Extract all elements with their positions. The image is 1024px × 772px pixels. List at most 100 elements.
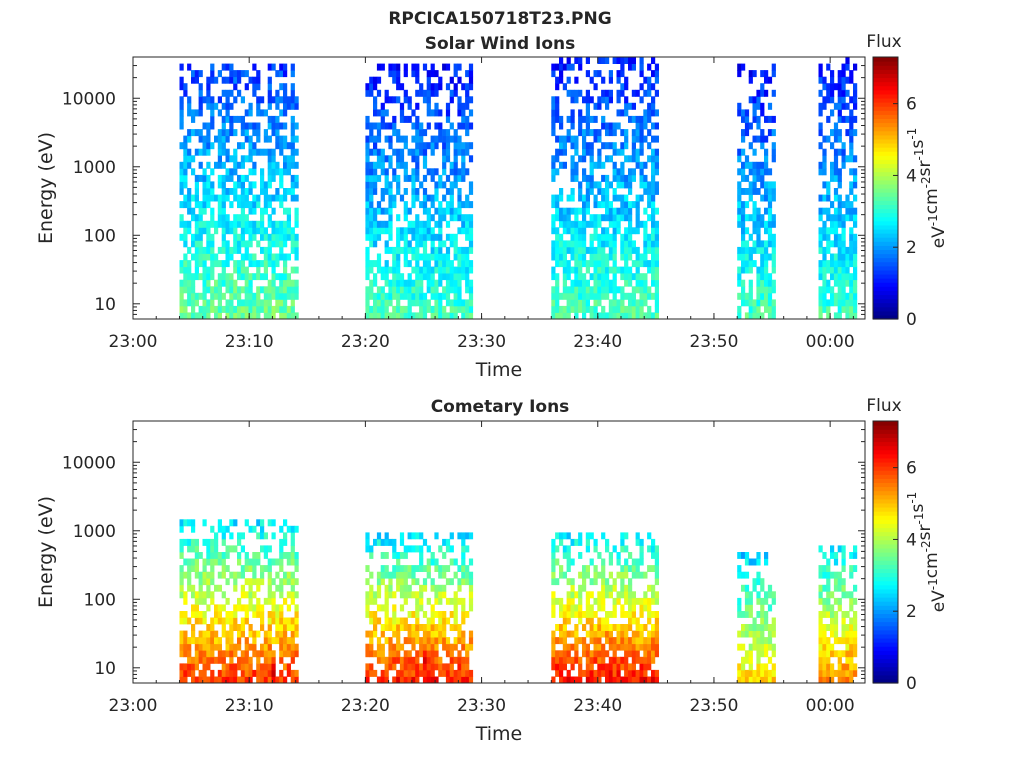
flux-cell (286, 253, 291, 261)
flux-cell (833, 155, 839, 163)
flux-cell (853, 624, 858, 631)
flux-cell (438, 253, 443, 261)
flux-cell (380, 676, 385, 684)
flux-cell (267, 246, 272, 254)
flux-cell (593, 545, 598, 553)
flux-cell (419, 565, 424, 572)
flux-cell (210, 240, 215, 248)
flux-cell (461, 161, 466, 169)
flux-cell (616, 96, 621, 104)
flux-cell (570, 663, 575, 671)
flux-cell (756, 207, 761, 215)
flux-cell (392, 545, 397, 553)
flux-cell (373, 76, 378, 84)
flux-cell (849, 260, 854, 268)
colorbar-swatch (873, 314, 898, 320)
flux-cell (244, 558, 249, 566)
flux-cell (654, 260, 659, 268)
flux-cell (457, 656, 462, 664)
flux-cell (585, 188, 590, 195)
flux-cell (286, 637, 291, 645)
flux-cell (639, 286, 644, 294)
flux-cell (407, 532, 412, 540)
flux-cell (582, 227, 587, 235)
colorbar-swatch (873, 102, 898, 107)
flux-cell (453, 155, 458, 163)
flux-cell (430, 273, 435, 281)
flux-cell (198, 305, 203, 313)
flux-cell (741, 266, 746, 274)
flux-cell (442, 63, 447, 71)
flux-cell (853, 155, 858, 163)
flux-cell (620, 246, 625, 254)
colorbar-tick-label: 6 (906, 459, 917, 479)
flux-cell (179, 650, 184, 658)
flux-cell (279, 558, 284, 566)
flux-cell (841, 266, 846, 274)
flux-cell (845, 207, 850, 215)
flux-cell (187, 286, 192, 294)
flux-cell (403, 188, 408, 195)
flux-cell (248, 201, 253, 209)
colorbar-swatch (873, 110, 898, 115)
unit-exponent: -1 (926, 578, 940, 590)
flux-cell (639, 63, 644, 71)
flux-cell (771, 142, 776, 150)
flux-cell (210, 299, 215, 307)
flux-cell (445, 253, 451, 261)
flux-cell (818, 565, 823, 572)
colorbar-swatch (873, 429, 898, 434)
flux-cell (601, 312, 606, 320)
flux-cell (647, 76, 652, 84)
flux-cell (654, 578, 659, 586)
flux-cell (833, 122, 839, 130)
flux-cell (574, 57, 579, 64)
flux-cell (294, 578, 299, 586)
flux-cell (369, 220, 374, 228)
flux-cell (628, 604, 633, 612)
flux-cell (426, 650, 431, 658)
flux-cell (841, 89, 846, 97)
flux-cell (384, 604, 389, 612)
flux-cell (620, 545, 625, 553)
flux-cell (179, 591, 184, 599)
flux-cell (403, 260, 408, 268)
flux-cell (453, 299, 458, 307)
flux-cell (457, 650, 462, 658)
flux-cell (853, 115, 858, 123)
flux-cell (283, 240, 288, 248)
flux-cell (741, 279, 746, 287)
flux-cell (589, 305, 594, 313)
flux-cell (244, 155, 249, 163)
flux-cell (210, 525, 215, 533)
flux-cell (647, 286, 652, 294)
colorbar-swatch (873, 73, 898, 79)
flux-cell (845, 214, 850, 222)
flux-cell (248, 565, 253, 572)
flux-cell (422, 266, 428, 274)
flux-cell (845, 76, 850, 84)
flux-cell (179, 96, 184, 104)
colorbar-swatch (873, 57, 898, 62)
flux-cell (826, 637, 831, 645)
flux-cell (570, 292, 575, 300)
flux-cell (275, 194, 280, 202)
flux-cell (214, 656, 219, 664)
flux-cell (559, 630, 564, 638)
flux-cell (605, 240, 610, 248)
colorbar-tick-label: 2 (906, 238, 917, 258)
flux-cell (818, 246, 823, 254)
flux-cell (643, 227, 648, 235)
flux-cell (388, 538, 393, 546)
flux-cell (217, 676, 222, 684)
flux-cell (183, 142, 188, 150)
flux-cell (752, 299, 757, 307)
colorbar-swatch (873, 490, 898, 496)
flux-cell (635, 220, 640, 228)
flux-cell (275, 129, 280, 137)
flux-cell (597, 70, 602, 78)
flux-cell (256, 135, 261, 143)
flux-cell (233, 240, 238, 248)
flux-cell (639, 624, 644, 631)
flux-cell (179, 676, 184, 684)
